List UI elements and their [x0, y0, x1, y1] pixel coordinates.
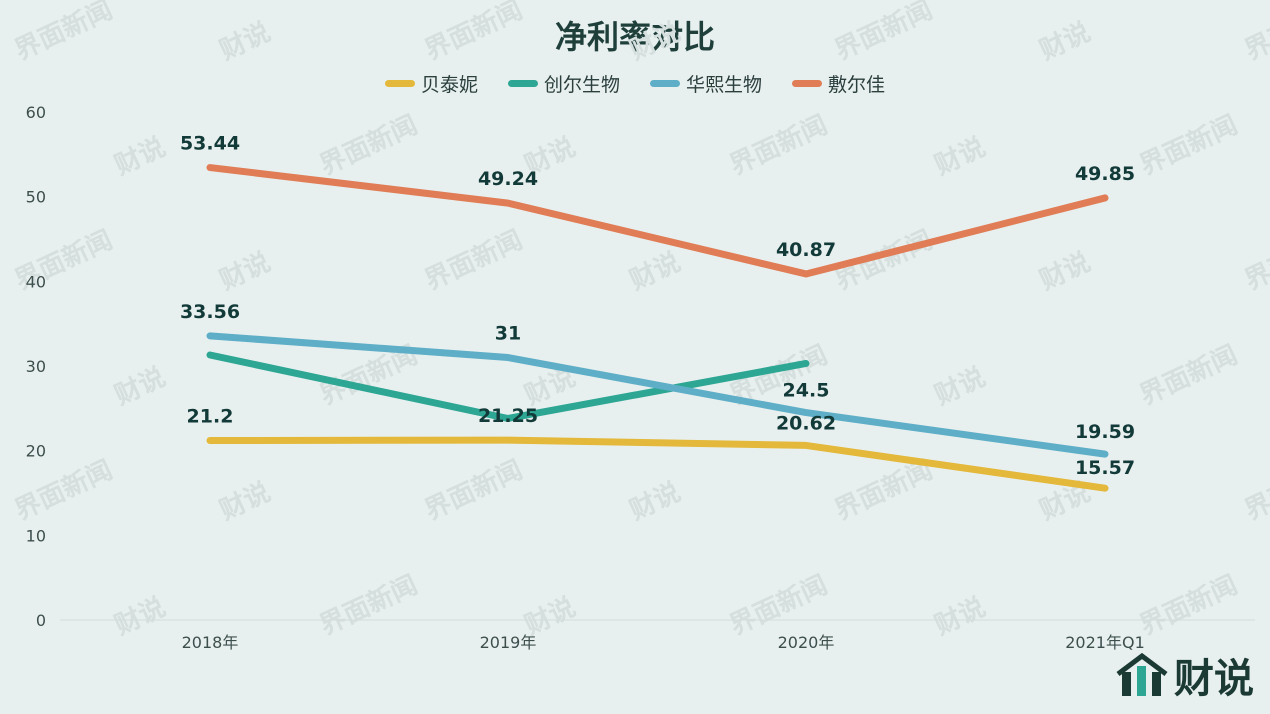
watermark-text: 界面新闻 — [1135, 569, 1242, 641]
series-line — [206, 436, 1109, 492]
y-tick-label: 30 — [26, 357, 46, 376]
watermark-text: 界面新闻 — [315, 109, 422, 181]
watermark-text: 财说 — [215, 17, 275, 66]
legend-label: 华熙生物 — [686, 74, 763, 96]
watermark-text: 财说 — [625, 247, 685, 296]
legend-swatch — [650, 80, 680, 87]
watermark-text: 界面新闻 — [1135, 339, 1242, 411]
watermark-text: 界面新闻 — [1240, 454, 1270, 526]
series-line — [206, 164, 1109, 278]
x-tick-label: 2019年 — [480, 633, 537, 652]
watermark-text: 财说 — [110, 592, 170, 641]
data-label: 31 — [495, 323, 521, 345]
data-label: 15.57 — [1075, 457, 1135, 479]
watermark-text: 财说 — [215, 477, 275, 526]
legend-label: 贝泰妮 — [420, 74, 478, 96]
watermark-text: 界面新闻 — [420, 0, 527, 66]
watermark-text: 界面新闻 — [725, 569, 832, 641]
watermark-text: 财说 — [1035, 247, 1095, 296]
legend-item: 创尔生物 — [507, 70, 620, 97]
legend-item: 华熙生物 — [650, 70, 762, 97]
watermark-text: 界面新闻 — [1240, 0, 1270, 66]
watermark-text: 界面新闻 — [725, 109, 832, 181]
data-label: 20.62 — [776, 412, 836, 434]
bar-chart-logo-icon — [1116, 652, 1168, 696]
watermark-text: 界面新闻 — [1240, 224, 1270, 296]
data-label: 21.2 — [187, 406, 234, 428]
series-line — [206, 351, 810, 422]
data-label: 21.25 — [478, 405, 538, 427]
watermark-text: 财说 — [110, 362, 170, 411]
watermark-text: 财说 — [625, 17, 685, 66]
watermark-text: 界面新闻 — [420, 454, 527, 526]
legend-item: 敷尔佳 — [792, 70, 885, 97]
watermark-text: 财说 — [930, 362, 990, 411]
x-tick-label: 2021年Q1 — [1065, 633, 1145, 652]
watermark-text: 界面新闻 — [315, 569, 422, 641]
y-tick-label: 60 — [26, 103, 46, 122]
watermark-text: 界面新闻 — [420, 224, 527, 296]
series-lines — [206, 164, 1109, 492]
data-label: 33.56 — [180, 301, 240, 323]
watermark-text: 界面新闻 — [10, 454, 117, 526]
y-tick-label: 0 — [36, 611, 46, 630]
legend-label: 敷尔佳 — [828, 74, 886, 96]
watermark-text: 财说 — [930, 592, 990, 641]
x-tick-label: 2018年 — [182, 633, 239, 652]
legend-swatch — [792, 80, 823, 87]
axes: 0 10 20 30 40 50 60 2018年 2019年 2020年 2021年Q1 — [26, 103, 1255, 652]
legend-swatch — [384, 80, 415, 87]
chart-legend: 贝泰妮 创尔生物 华熙生物 敷尔佳 — [0, 70, 1270, 97]
watermark-text: 财说 — [215, 247, 275, 296]
data-label: 19.59 — [1075, 421, 1135, 443]
legend-label: 创尔生物 — [543, 74, 620, 96]
legend-swatch — [507, 80, 538, 87]
watermark-text: 财说 — [625, 477, 685, 526]
watermark-text: 财说 — [930, 132, 990, 181]
brand-name: 财说 — [1174, 656, 1254, 702]
watermark-text: 界面新闻 — [830, 0, 937, 66]
y-tick-label: 50 — [26, 188, 46, 207]
data-label: 49.85 — [1075, 163, 1135, 185]
y-tick-label: 20 — [26, 442, 46, 461]
data-label: 40.87 — [776, 239, 836, 261]
y-tick-label: 10 — [26, 526, 46, 545]
watermark-text: 财说 — [1035, 17, 1095, 66]
watermark-text: 界面新闻 — [10, 0, 117, 66]
data-labels: 21.2 21.25 20.62 15.57 33.56 31 24.5 19.59 53.44… — [180, 133, 1135, 480]
watermark-text: 财说 — [110, 132, 170, 181]
y-tick-label: 40 — [26, 272, 46, 291]
chart-title: 净利率对比 — [554, 18, 715, 56]
watermark-text: 界面新闻 — [1135, 109, 1242, 181]
data-label: 24.5 — [783, 380, 830, 402]
data-label: 53.44 — [180, 133, 240, 155]
series-line — [206, 332, 1109, 458]
data-label: 49.24 — [478, 168, 538, 190]
x-tick-label: 2020年 — [778, 633, 835, 652]
brand-logo: 财说 — [1116, 646, 1254, 704]
legend-item: 贝泰妮 — [384, 70, 478, 97]
